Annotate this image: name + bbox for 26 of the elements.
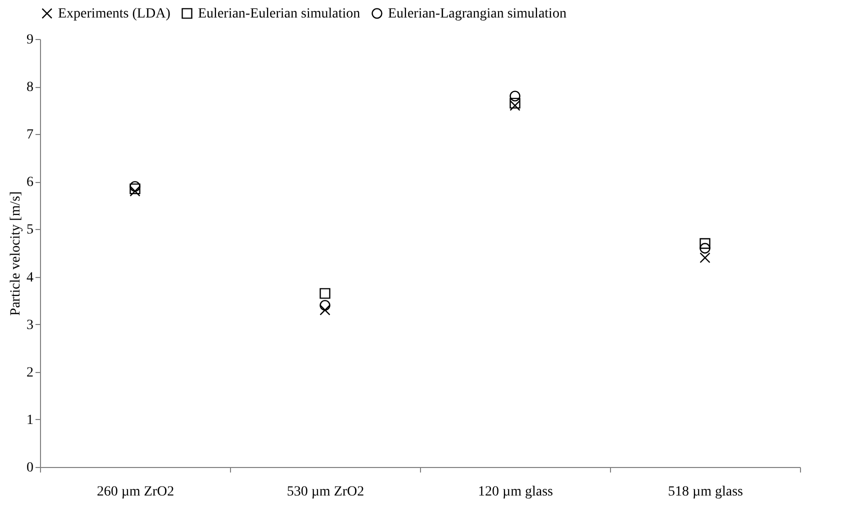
point [320, 288, 330, 299]
point [700, 238, 710, 249]
legend-label: Eulerian-Lagrangian simulation [388, 6, 566, 22]
y-tick-label: 9 [26, 32, 34, 48]
y-tick-label: 5 [26, 222, 34, 238]
y-tick-label: 1 [26, 412, 34, 428]
x-tick-label: 518 µm glass [668, 484, 743, 500]
y-tick-label: 2 [26, 365, 34, 380]
point [510, 100, 520, 111]
point [700, 242, 710, 254]
x-tick-label: 120 µm glass [478, 484, 553, 500]
x-tick-label: 260 µm ZrO2 [96, 484, 174, 500]
legend-label: Eulerian-Eulerian simulation [198, 6, 360, 22]
legend-label: Experiments (LDA) [58, 6, 171, 22]
y-tick-label: 4 [26, 270, 34, 286]
x-tick-label: 530 µm ZrO2 [286, 484, 364, 500]
y-tick-label: 8 [26, 80, 34, 96]
point [510, 98, 520, 109]
point [130, 183, 140, 194]
y-tick-label: 0 [26, 460, 34, 476]
y-tick-label: 6 [26, 175, 34, 190]
y-tick-label: 3 [26, 318, 34, 333]
y-axis-title: Particle velocity [m/s] [8, 191, 24, 316]
y-tick-label: 7 [26, 128, 34, 143]
point [510, 90, 520, 102]
point [700, 252, 710, 264]
